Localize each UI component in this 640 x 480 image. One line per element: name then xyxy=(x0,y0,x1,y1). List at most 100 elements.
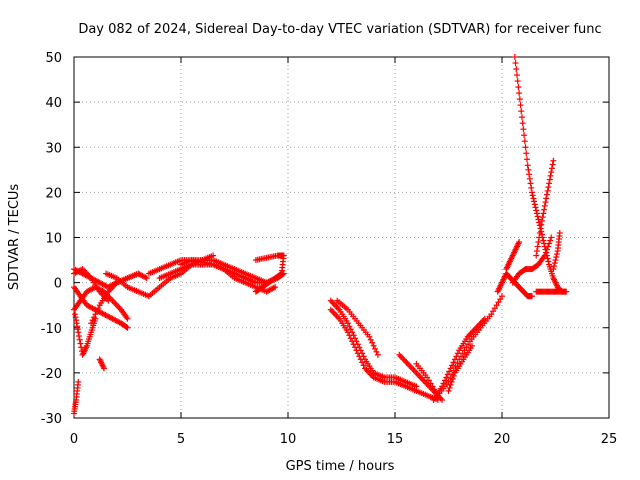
data-point xyxy=(523,156,530,163)
data-point xyxy=(444,371,451,378)
data-point xyxy=(549,161,556,168)
series-arc-v xyxy=(445,342,476,394)
data-point xyxy=(545,243,552,250)
data-point xyxy=(427,380,434,387)
data-point xyxy=(526,171,533,178)
series-arc-f xyxy=(71,266,112,304)
data-point xyxy=(516,90,523,97)
data-point xyxy=(344,329,351,336)
data-point xyxy=(542,199,549,206)
data-point xyxy=(424,374,431,381)
data-point xyxy=(440,380,447,387)
series-arc-a xyxy=(72,311,99,358)
series-arc-r xyxy=(334,297,381,358)
data-point xyxy=(552,257,559,264)
data-point xyxy=(369,339,376,346)
data-point xyxy=(439,383,446,390)
x-tick-label: 15 xyxy=(387,432,404,447)
data-point xyxy=(533,248,540,255)
data-point xyxy=(538,217,545,224)
data-point xyxy=(469,342,476,349)
data-point xyxy=(446,384,453,391)
data-point xyxy=(352,344,359,351)
x-tick-label: 0 xyxy=(70,432,78,447)
data-point xyxy=(446,368,453,375)
data-point xyxy=(356,353,363,360)
series-arc-ab xyxy=(533,288,570,295)
data-point xyxy=(374,351,381,358)
data-point xyxy=(93,308,100,315)
data-point xyxy=(534,213,541,220)
data-point xyxy=(441,377,448,384)
data-points xyxy=(71,54,570,417)
data-point xyxy=(354,350,361,357)
data-point xyxy=(516,96,523,103)
y-tick-label: 10 xyxy=(45,232,62,247)
data-point xyxy=(463,344,470,351)
data-point xyxy=(491,305,498,312)
x-axis-label: GPS time / hours xyxy=(286,459,395,474)
data-point xyxy=(548,234,555,241)
y-tick-label: 0 xyxy=(54,277,62,292)
data-point xyxy=(548,165,555,172)
data-point xyxy=(373,348,380,355)
data-point xyxy=(538,221,545,228)
data-point xyxy=(551,263,558,270)
data-point xyxy=(541,206,548,213)
data-point xyxy=(521,132,528,139)
data-point xyxy=(344,320,351,327)
series-arc-aa xyxy=(533,157,557,259)
data-point xyxy=(448,378,455,385)
data-point xyxy=(450,359,457,366)
data-point xyxy=(551,260,558,267)
data-point xyxy=(123,323,130,330)
data-point xyxy=(537,225,544,232)
data-point xyxy=(92,311,99,318)
data-point xyxy=(563,288,570,295)
series-arc-q xyxy=(327,306,441,403)
data-point xyxy=(550,266,557,273)
data-point xyxy=(76,336,83,343)
data-point xyxy=(347,326,354,333)
series-arc-z xyxy=(509,234,555,286)
data-point xyxy=(522,144,529,151)
y-axis-label: SDTVAR / TECUs xyxy=(7,184,22,291)
data-point xyxy=(451,356,458,363)
data-point xyxy=(526,175,533,182)
data-point xyxy=(539,214,546,221)
data-point xyxy=(370,342,377,349)
data-point xyxy=(493,302,500,309)
data-point xyxy=(453,353,460,360)
series-arc-y xyxy=(511,54,565,295)
data-point xyxy=(535,216,542,223)
data-point xyxy=(488,311,495,318)
data-point xyxy=(523,150,530,157)
data-point xyxy=(75,329,82,336)
data-point xyxy=(90,314,97,321)
data-point xyxy=(543,195,550,202)
data-point xyxy=(525,166,532,173)
x-tick-label: 5 xyxy=(177,432,185,447)
data-point xyxy=(513,72,520,79)
series-arc-i xyxy=(103,270,152,300)
data-point xyxy=(481,315,488,322)
data-point xyxy=(516,239,523,246)
data-point xyxy=(543,191,550,198)
data-point xyxy=(431,386,438,393)
data-point xyxy=(533,252,540,259)
data-point xyxy=(517,102,524,109)
series-arc-u xyxy=(430,315,488,403)
series-arc-n xyxy=(252,252,287,295)
data-point xyxy=(548,169,555,176)
y-tick-label: -10 xyxy=(41,322,62,337)
data-point xyxy=(357,356,364,363)
x-tick-label: 10 xyxy=(280,432,297,447)
data-point xyxy=(546,176,553,183)
data-point xyxy=(490,308,497,315)
data-point xyxy=(513,66,520,73)
data-point xyxy=(77,340,84,347)
chart-title: Day 082 of 2024, Sidereal Day-to-day VTE… xyxy=(78,22,601,37)
data-point xyxy=(527,180,534,187)
series-arc-w xyxy=(494,270,535,300)
series-arc-p xyxy=(327,297,420,390)
